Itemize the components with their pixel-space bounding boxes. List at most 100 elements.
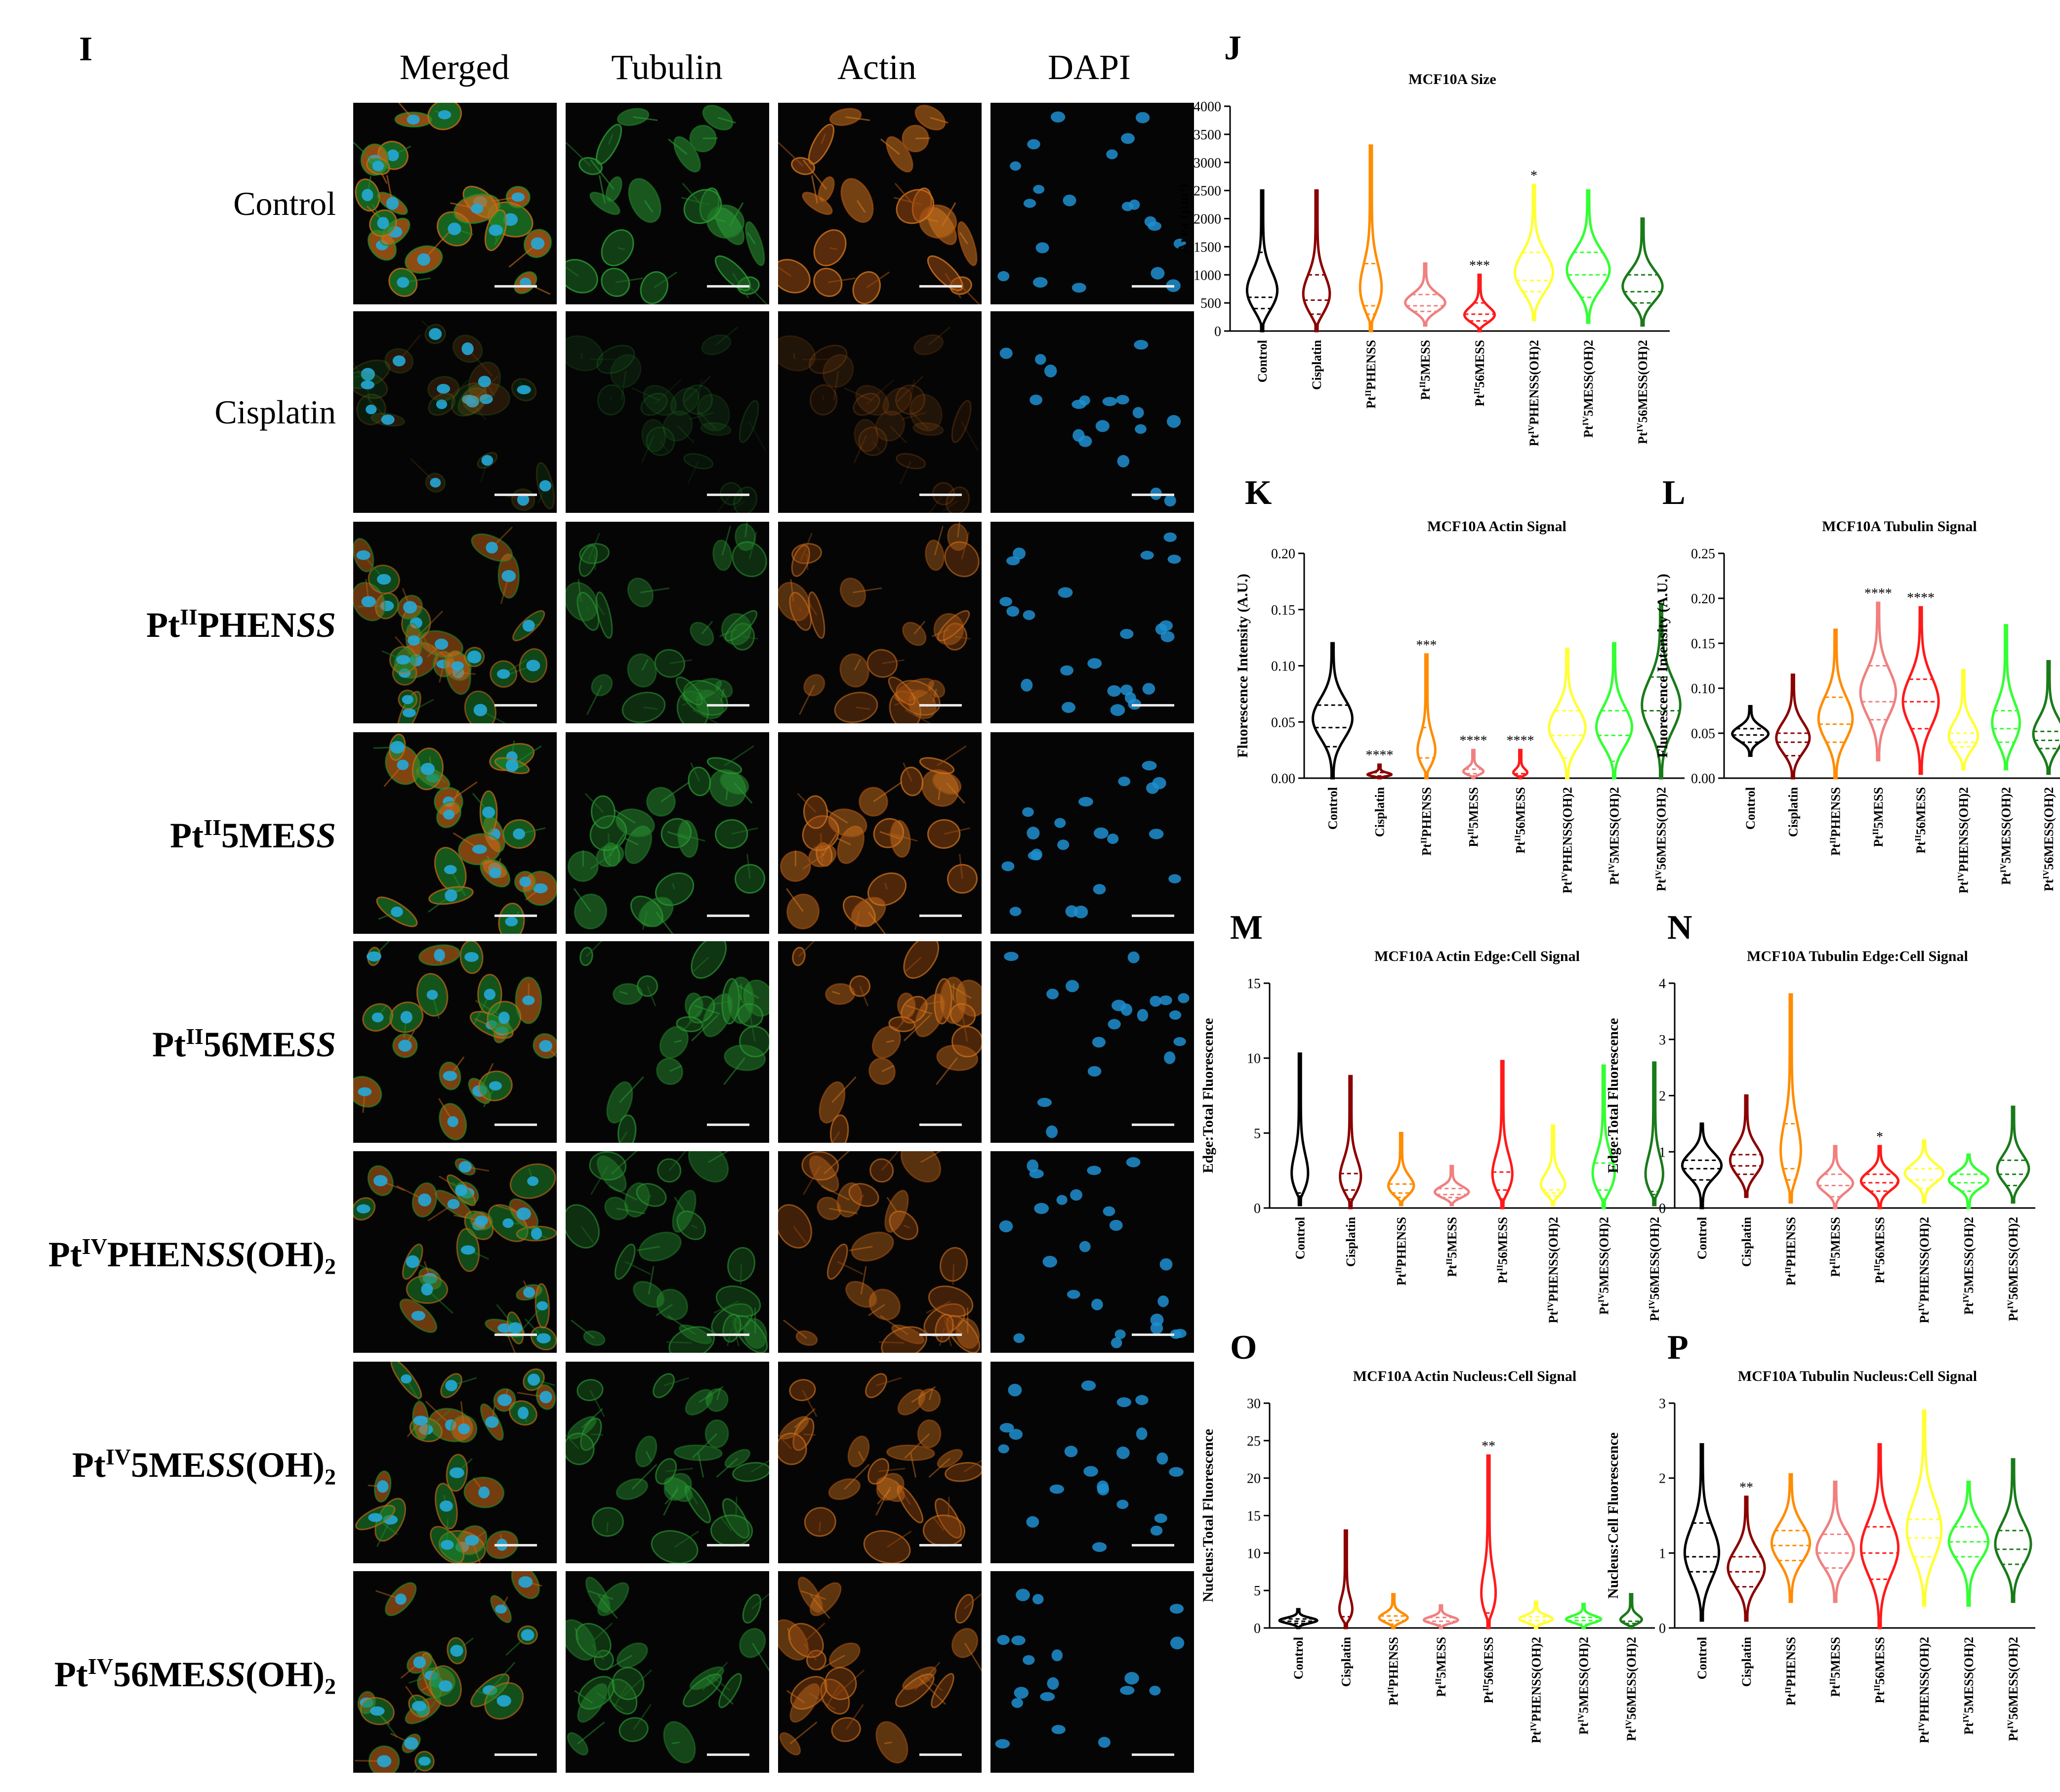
y-tick-label: 0 <box>1214 324 1221 339</box>
y-tick-label: 1 <box>1659 1145 1666 1160</box>
violin <box>1996 1105 2030 1204</box>
x-tick-label-base: Pt <box>1917 1731 1932 1743</box>
x-tick-label: PtII56MESS <box>1913 787 1929 854</box>
violin <box>1683 1443 1721 1622</box>
scale-bar <box>919 704 962 707</box>
y-tick-label: 5 <box>1254 1584 1261 1599</box>
x-tick-label-sup: IV <box>1528 1721 1538 1731</box>
violin <box>1339 1075 1362 1209</box>
x-tick-label-rest: 56MESS(OH)2 <box>1636 340 1650 423</box>
x-tick-label: PtIIPHENSS <box>1386 1637 1401 1706</box>
x-tick-label-base: Pt <box>1420 843 1434 856</box>
x-tick-label-base: Pt <box>1648 1309 1662 1321</box>
violin <box>1378 1593 1409 1629</box>
scale-bar <box>919 1753 962 1756</box>
panel-letter: J <box>1224 29 1241 67</box>
row-label: PtIV5MESS(OH)2 <box>10 1446 336 1488</box>
x-tick-label-base: Control <box>1255 340 1270 382</box>
violin <box>1566 189 1611 324</box>
micrograph-actin <box>778 311 982 513</box>
significance-marker: *** <box>1416 638 1437 653</box>
y-tick-label: 3 <box>1659 1396 1666 1412</box>
x-tick-label: PtII56MESS <box>1872 1637 1888 1704</box>
micrograph-dapi <box>990 732 1194 934</box>
y-tick-label: 0.15 <box>1271 603 1295 618</box>
row-label: PtIV56MESS(OH)2 <box>10 1655 336 1698</box>
row-label-sub: 2 <box>325 1464 336 1490</box>
y-tick-label: 3500 <box>1194 127 1221 143</box>
x-tick-label-base: Control <box>1291 1637 1306 1679</box>
row-label-sup: II <box>186 1024 204 1049</box>
micrograph-dapi <box>990 1571 1194 1773</box>
x-tick-label-rest: 5MESS(OH)2 <box>1577 1637 1591 1713</box>
x-tick-label-rest: 5MESS(OH)2 <box>1962 1217 1976 1293</box>
x-tick-label-sup: IV <box>1623 1719 1633 1729</box>
violin <box>1859 601 1897 762</box>
column-header-actin: Actin <box>837 47 916 87</box>
micrograph-actin <box>778 1571 982 1773</box>
x-tick-label-sup: IV <box>1576 1713 1585 1723</box>
x-tick-label: PtIV56MESS(OH)2 <box>1635 340 1650 444</box>
x-tick-label: PtIV56MESS(OH)2 <box>2006 1637 2021 1741</box>
panel-letter: M <box>1230 909 1263 947</box>
x-tick-label-base: Pt <box>1784 1693 1798 1706</box>
y-tick-label: 2 <box>1659 1471 1666 1487</box>
row-label-mid: PHEN <box>107 1235 206 1274</box>
x-tick-label-rest: PHENSS(OH)2 <box>1529 1637 1543 1722</box>
y-tick-label: 0.00 <box>1271 771 1295 787</box>
x-tick-label-base: Pt <box>1473 394 1487 407</box>
x-tick-label-base: Pt <box>1364 396 1378 409</box>
y-tick-label: 25 <box>1247 1434 1261 1449</box>
x-tick-label-sup: IV <box>1635 422 1645 432</box>
row-label: PtII5MESS <box>10 816 336 854</box>
significance-marker: * <box>1530 168 1537 183</box>
x-tick-label-rest: PHENSS <box>1784 1637 1798 1687</box>
y-axis-label: Area (µm²) <box>1175 184 1192 254</box>
x-tick-label: PtIV56MESS(OH)2 <box>1623 1637 1639 1741</box>
row-label-tail: (OH) <box>246 1445 325 1485</box>
x-tick-label: PtIIPHENSS <box>1828 787 1843 856</box>
column-header-merged: Merged <box>399 47 510 87</box>
chart-K: K MCF10A Actin Signal 0.00 0.05 0.10 0.15 0.20… <box>1235 474 1685 893</box>
micrograph-tubulin <box>566 1151 769 1353</box>
chart-J: J MCF10A Size 0 500 1000 1500 2000 2500 3000 3500… <box>1175 29 1670 446</box>
scale-bar <box>1132 915 1174 917</box>
x-tick-label-sup: II <box>1783 1687 1793 1694</box>
x-tick-label-base: Cisplatin <box>1739 1636 1754 1687</box>
x-tick-label-sup: IV <box>1581 416 1590 426</box>
violin <box>1903 1139 1945 1204</box>
scale-bar <box>919 285 962 288</box>
row-label: PtIIPHENSS <box>10 606 336 643</box>
x-tick-label: PtIVPHENSS(OH)2 <box>1526 340 1542 446</box>
x-tick-label-rest: PHENSS(OH)2 <box>1527 340 1541 425</box>
y-tick-label: 0.05 <box>1271 715 1295 730</box>
x-tick-label: Control <box>1326 787 1340 830</box>
x-tick-label: PtII56MESS <box>1495 1217 1510 1284</box>
x-tick-label-base: Pt <box>1784 1273 1798 1286</box>
scale-bar <box>1132 285 1174 288</box>
violin <box>1387 1131 1415 1207</box>
violin <box>1591 1064 1616 1209</box>
significance-marker: * <box>1876 1129 1883 1145</box>
scale-bar <box>494 1753 537 1756</box>
x-tick-label-sup: II <box>1466 828 1475 835</box>
x-tick-label-rest: PHENSS <box>1387 1637 1401 1687</box>
x-tick-label: PtIIPHENSS <box>1419 787 1434 856</box>
x-tick-label-sup: IV <box>1956 872 1965 881</box>
x-tick-label-sup: II <box>1783 1267 1793 1274</box>
x-tick-label-rest: 5MESS <box>1871 787 1886 829</box>
violin <box>1644 1061 1665 1207</box>
scale-bar <box>919 1124 962 1126</box>
x-tick-label-base: Control <box>1326 787 1340 830</box>
x-tick-label-sup: II <box>1472 387 1482 394</box>
micrograph-tubulin <box>566 522 769 723</box>
x-tick-label-rest: 56MESS <box>1495 1217 1510 1265</box>
micrograph-merged <box>353 732 557 934</box>
y-tick-label: 20 <box>1247 1471 1261 1487</box>
y-axis-label: Nucleus:Total Fluorescence <box>1200 1429 1216 1602</box>
x-tick-label-rest: PHENSS(OH)2 <box>1561 787 1575 872</box>
x-tick-label-sup: II <box>1828 1678 1837 1685</box>
y-axis-label: Nucleus:Cell Fluorescence <box>1605 1432 1621 1599</box>
scale-bar <box>707 1544 749 1546</box>
row-label-sup: II <box>180 604 198 629</box>
